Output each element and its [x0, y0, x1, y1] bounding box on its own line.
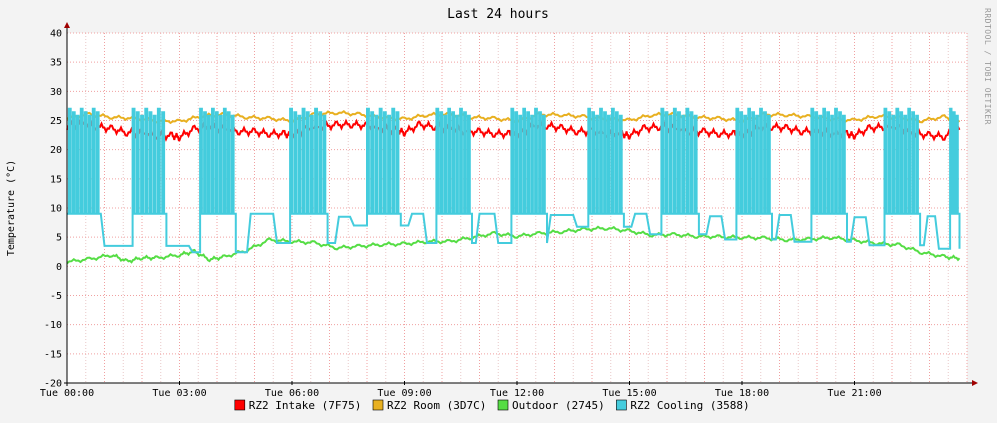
y-tick-label: 5 — [56, 233, 62, 244]
series-line-2 — [66, 225, 961, 265]
legend: RZ2 Intake (7F75) RZ2 Room (3D7C) Outdoor … — [234, 399, 750, 412]
y-tick-label: 25 — [50, 116, 62, 127]
y-tick-labels: 40 35 30 25 20 15 10 5 0 -5 -10 -15 -20 — [44, 29, 62, 390]
y-tick-label: 0 — [56, 262, 62, 273]
chart-title: Last 24 hours — [447, 7, 549, 22]
legend-label: RZ2 Cooling (3588) — [630, 399, 749, 412]
y-tick-label: 30 — [50, 87, 62, 98]
x-axis-arrow — [972, 380, 978, 386]
legend-label: RZ2 Room (3D7C) — [387, 399, 486, 412]
y-axis-arrow — [64, 22, 70, 28]
legend-label: Outdoor (2745) — [512, 399, 605, 412]
y-tick-label: 40 — [50, 29, 62, 40]
x-tick-label: Tue 15:00 — [602, 388, 656, 399]
x-tick-label: Tue 18:00 — [715, 388, 769, 399]
y-tick-label: 10 — [50, 204, 62, 215]
series-layer — [66, 107, 961, 265]
y-tick-label: 20 — [50, 145, 62, 156]
x-tick-label: Tue 21:00 — [827, 388, 881, 399]
x-tick-label: Tue 00:00 — [40, 388, 94, 399]
x-tick-label: Tue 03:00 — [152, 388, 206, 399]
legend-swatch — [372, 399, 384, 411]
y-axis-label: Temperature (°C) — [6, 160, 17, 256]
x-tick-label: Tue 09:00 — [377, 388, 431, 399]
y-tick-label: -20 — [44, 379, 62, 390]
series-line-3 — [67, 107, 961, 254]
y-tick-label: -10 — [44, 320, 62, 331]
legend-label: RZ2 Intake (7F75) — [249, 399, 362, 412]
y-tick-label: -15 — [44, 349, 62, 360]
x-tick-labels: Tue 00:00 Tue 03:00 Tue 06:00 Tue 09:00 Tue … — [40, 388, 882, 399]
watermark: RRDTOOL / TOBI OETIKER — [983, 8, 992, 125]
x-tick-label: Tue 06:00 — [265, 388, 319, 399]
y-tick-label: -5 — [50, 291, 62, 302]
x-tick-label: Tue 12:00 — [490, 388, 544, 399]
y-tick-label: 15 — [50, 174, 62, 185]
legend-swatch — [234, 399, 246, 411]
axes — [64, 22, 978, 386]
legend-swatch — [616, 399, 627, 411]
legend-swatch — [497, 399, 509, 411]
y-tick-label: 35 — [50, 58, 62, 69]
